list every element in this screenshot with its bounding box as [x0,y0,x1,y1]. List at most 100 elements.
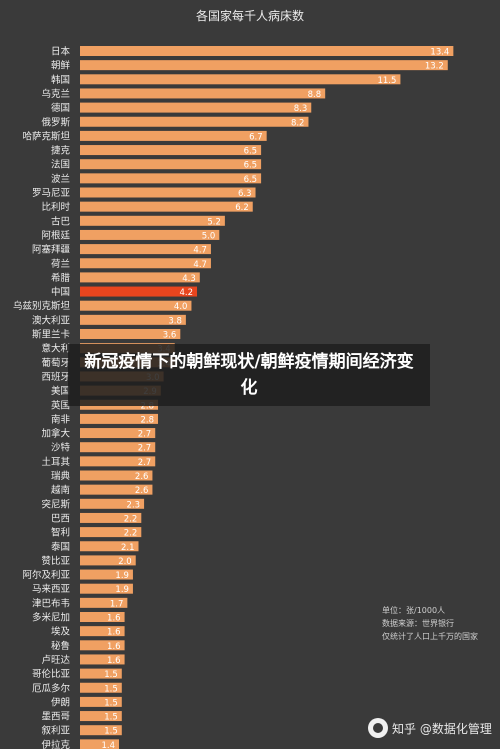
value-label: 4.3 [182,274,196,284]
value-label: 1.7 [110,599,124,609]
category-label: 瑞典 [51,470,71,482]
category-label: 沙特 [51,442,71,454]
value-label: 2.1 [121,543,135,553]
category-label: 日本 [51,46,71,58]
bar [80,739,120,749]
category-label: 荷兰 [51,258,70,270]
bar [80,456,156,467]
value-label: 1.4 [101,741,115,749]
bar [80,329,181,339]
category-label: 叙利亚 [41,725,70,737]
category-label: 英国 [51,399,70,411]
zhihu-logo-icon [368,718,388,738]
value-label: 5.2 [207,217,221,227]
value-label: 1.5 [104,670,118,680]
category-label: 西班牙 [41,371,70,383]
category-label: 厄瓜多尔 [32,682,71,694]
bar [80,215,225,226]
bars-layer: 日本 13.4 朝鲜 13.2 韩国 11.5 乌克兰 8.8 德国 8.3 俄罗斯 8.2 哈萨克斯坦… [13,46,454,749]
value-label: 8.2 [291,118,305,128]
category-label: 法国 [51,159,70,171]
unit-note: 单位：张/1000人 [382,606,446,615]
category-label: 墨西哥 [41,712,70,723]
value-label: 6.5 [244,175,258,185]
category-label: 卢旺达 [41,654,70,666]
value-label: 2.7 [138,430,152,440]
category-label: 津巴布韦 [32,597,70,609]
category-label: 乌克兰 [41,88,70,100]
category-label: 意大利 [41,343,70,355]
scope-note: 仅统计了人口上千万的国家 [382,632,478,641]
value-label: 6.2 [235,203,249,213]
category-label: 希腊 [51,272,71,284]
bar [80,201,253,212]
category-label: 多米尼加 [32,612,70,624]
value-label: 2.2 [124,514,138,524]
category-label: 埃及 [51,626,71,638]
source-note: 数据来源：世界银行 [382,619,454,628]
bar [80,527,142,538]
category-label: 阿塞拜疆 [32,244,71,256]
chart-title: 各国家每千人病床数 [196,8,304,23]
bar [80,60,448,71]
value-label: 1.5 [104,684,118,694]
value-label: 8.8 [308,90,322,100]
bar [80,696,122,707]
bar [80,484,153,495]
bar [80,612,125,622]
value-label: 6.5 [244,161,258,171]
category-label: 俄罗斯 [41,116,70,128]
category-label: 澳大利亚 [32,314,71,326]
watermark-text: 知乎 @数据化管理 [392,721,492,736]
value-label: 6.3 [238,189,252,199]
category-label: 泰国 [51,541,70,553]
bar [80,725,122,736]
value-label: 1.6 [107,628,121,638]
bar [80,145,262,156]
value-label: 3.6 [163,331,177,341]
value-label: 4.7 [193,246,207,256]
value-label: 6.7 [249,132,263,142]
value-label: 2.8 [140,415,154,425]
bar [80,442,156,453]
bar [80,300,192,311]
value-label: 2.7 [138,444,152,454]
bar [80,470,153,481]
bar [80,244,211,255]
bar [80,583,133,594]
bar [80,46,454,56]
category-label: 智利 [51,527,70,539]
bar [80,498,145,509]
bar [80,258,211,269]
category-label: 巴西 [51,513,70,524]
watermark: 知乎 @数据化管理 [368,718,492,738]
value-label: 6.5 [244,147,258,157]
value-label: 1.9 [115,571,129,581]
bar [80,711,122,722]
category-label: 乌兹别克斯坦 [13,300,71,312]
bar [80,626,125,637]
bar [80,654,125,665]
category-label: 捷克 [51,145,71,157]
bar [80,229,220,240]
category-label: 韩国 [51,74,70,86]
value-label: 1.6 [107,656,121,666]
value-label: 1.5 [104,698,118,708]
category-label: 加拿大 [41,428,70,440]
bar [80,187,256,198]
category-label: 葡萄牙 [41,357,70,369]
value-label: 3.8 [168,316,182,326]
bar [80,130,267,141]
category-label: 南非 [51,413,71,425]
category-label: 中国 [51,286,70,298]
bar [80,173,262,184]
value-label: 4.0 [174,302,188,312]
value-label: 2.6 [135,486,149,496]
bar [80,640,125,651]
category-label: 罗马尼亚 [32,188,71,199]
bar [80,668,122,679]
category-label: 古巴 [51,215,70,227]
bar [80,428,156,439]
value-label: 4.2 [179,288,193,298]
